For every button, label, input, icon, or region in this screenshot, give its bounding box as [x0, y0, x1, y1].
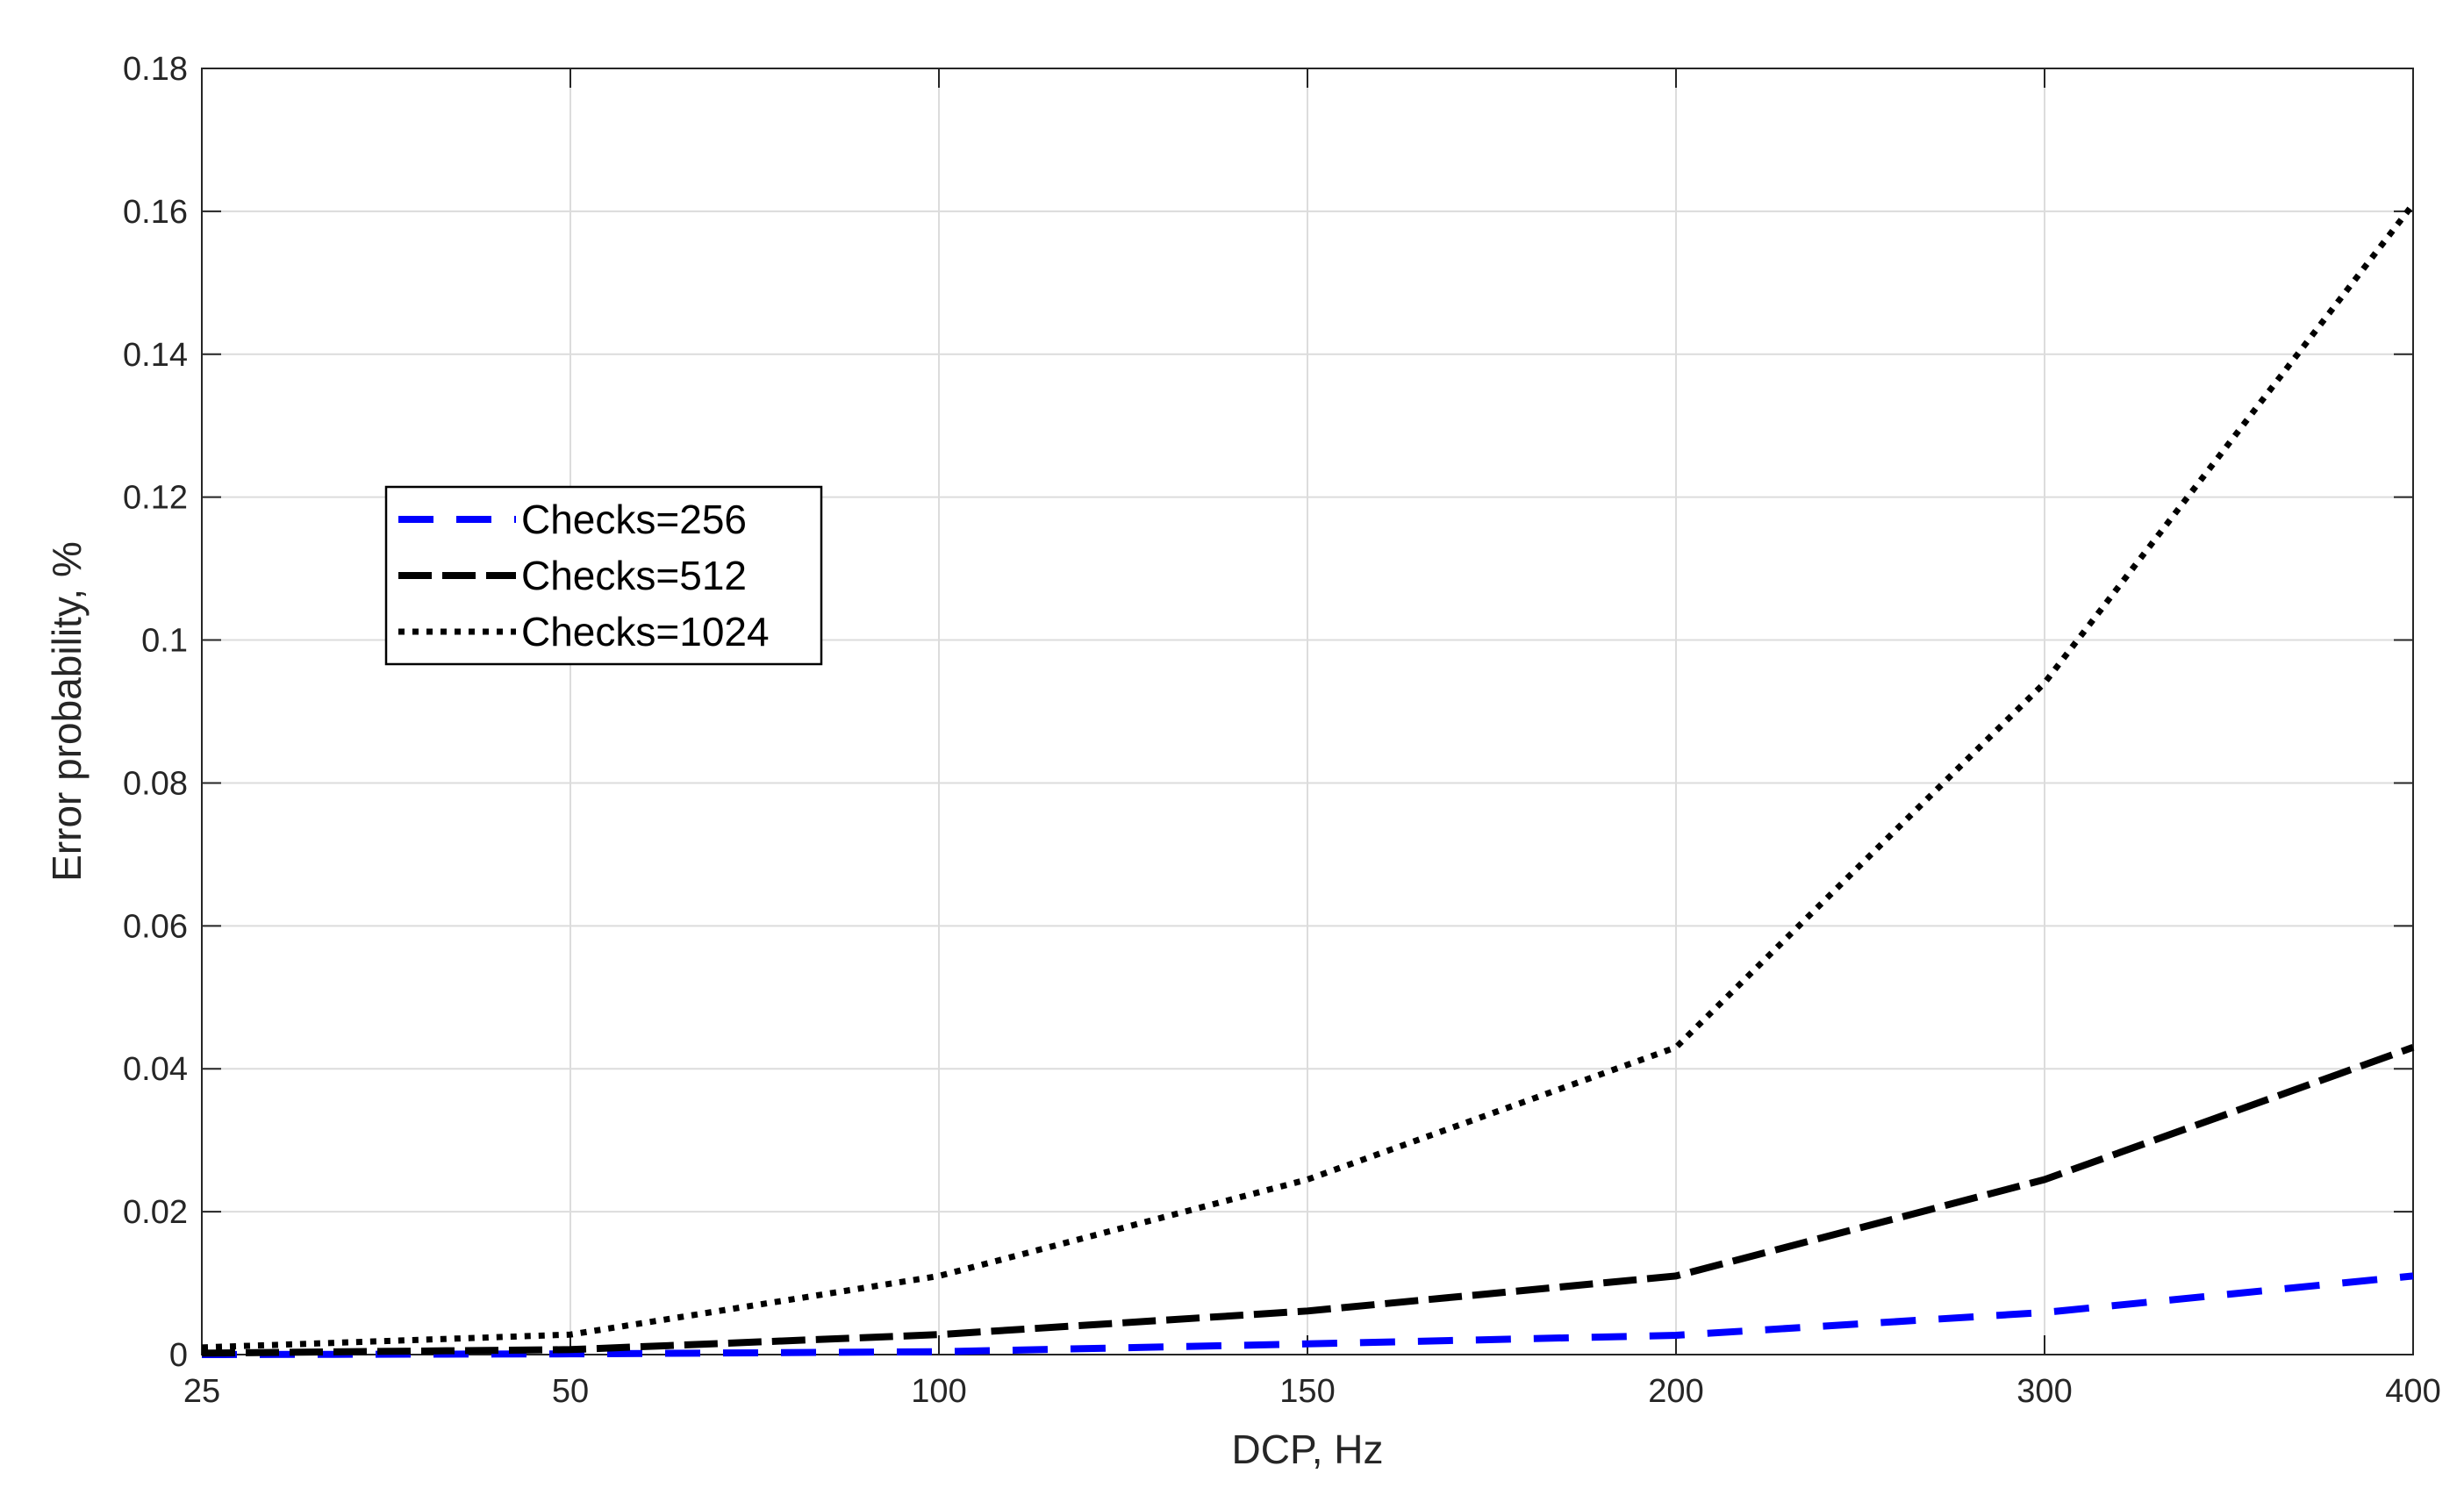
x-tick-label: 300 — [2016, 1373, 2072, 1410]
series-line-1 — [201, 1272, 2414, 1358]
legend: Checks=256 Checks=512 Checks=1024 — [384, 485, 823, 666]
y-tick-label: 0.06 — [123, 908, 188, 945]
x-tick-label: 400 — [2385, 1373, 2440, 1410]
axis-ticks: 25 50 100 150 200 300 400 0 0.02 0.04 0.06 0.08 0.1 0… — [123, 51, 2441, 1410]
legend-label: Checks=512 — [521, 553, 747, 598]
y-tick-label: 0.02 — [123, 1194, 188, 1231]
series-line-3 — [201, 202, 2416, 1351]
x-axis-label: DCP, Hz — [1232, 1427, 1384, 1472]
legend-label: Checks=1024 — [521, 609, 770, 654]
series-line-2 — [201, 1044, 2415, 1357]
y-tick-label: 0 — [169, 1337, 188, 1374]
y-tick-label: 0.14 — [123, 337, 188, 374]
y-tick-label: 0.08 — [123, 765, 188, 802]
grid — [202, 68, 2413, 1355]
x-tick-label: 150 — [1279, 1373, 1335, 1410]
y-tick-label: 0.16 — [123, 194, 188, 231]
y-axis-label: Error probability, % — [44, 541, 90, 882]
y-tick-label: 0.04 — [123, 1051, 188, 1088]
legend-items: Checks=256 Checks=512 Checks=1024 — [398, 497, 770, 654]
x-tick-label: 200 — [1648, 1373, 1703, 1410]
y-tick-label: 0.18 — [123, 51, 188, 88]
x-tick-label: 25 — [183, 1373, 220, 1410]
y-tick-label: 0.1 — [141, 623, 188, 660]
series-lines — [201, 202, 2416, 1358]
x-tick-label: 50 — [552, 1373, 589, 1410]
y-tick-label: 0.12 — [123, 480, 188, 517]
x-tick-label: 100 — [911, 1373, 966, 1410]
legend-label: Checks=256 — [521, 497, 747, 542]
